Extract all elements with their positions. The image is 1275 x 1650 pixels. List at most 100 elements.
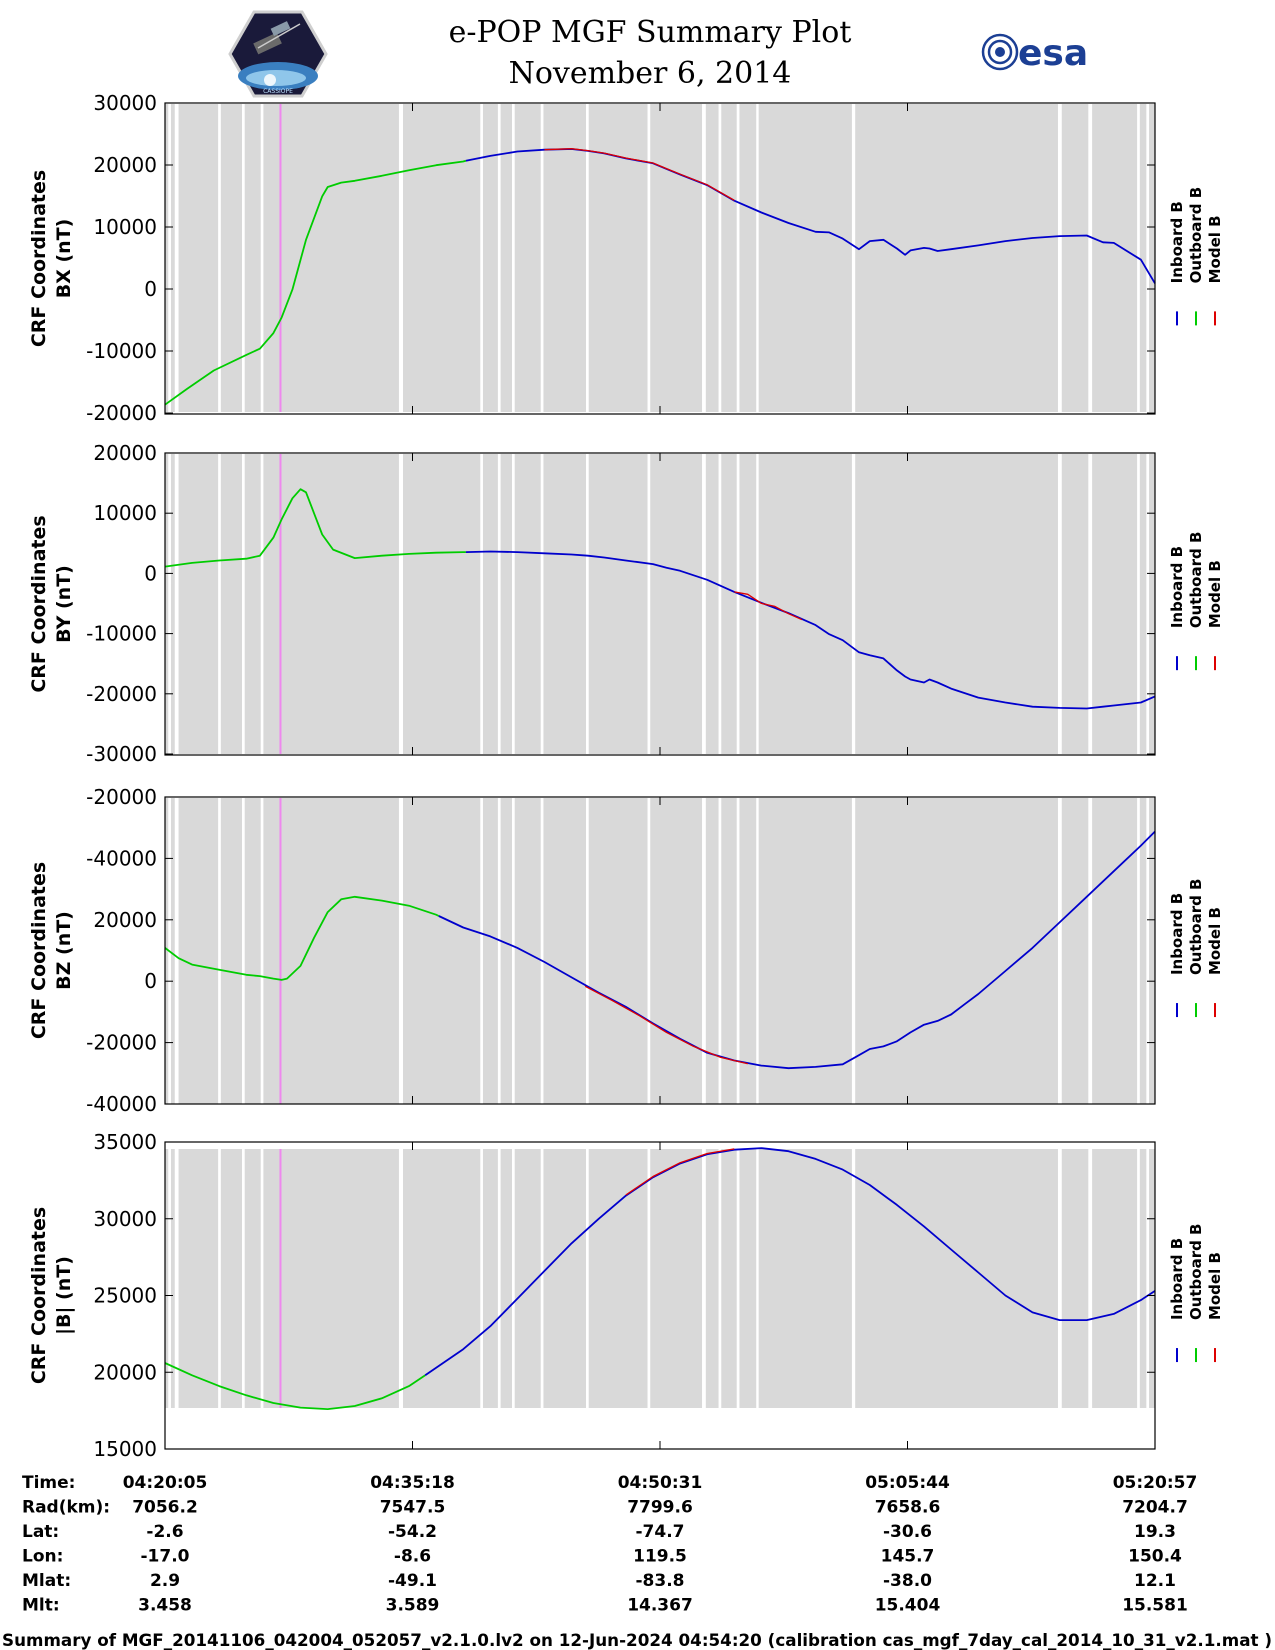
info-cell: 19.3 bbox=[1134, 1522, 1176, 1542]
info-table: Time: Rad(km): Lat: Lon: Mlat: Mlt: 04:20:05 70… bbox=[22, 1473, 1197, 1616]
info-cell: 2.9 bbox=[150, 1571, 180, 1591]
legend-label-inboard: Inboard B bbox=[1168, 1238, 1186, 1320]
data-gap-band bbox=[398, 1149, 404, 1408]
data-gap-band bbox=[1146, 798, 1150, 1104]
data-gap-band bbox=[497, 454, 501, 754]
y-tick-label: 25000 bbox=[93, 1284, 157, 1308]
panel-3: -20000 -40000 20000 0 -20000 -40000 CRF Coordi… bbox=[28, 785, 1224, 1116]
data-gap-band bbox=[702, 798, 706, 1104]
legend-label-outboard: Outboard B bbox=[1187, 1223, 1205, 1320]
plot-date: November 6, 2014 bbox=[509, 56, 792, 91]
y-axis-label-line1: CRF Coordinates bbox=[28, 515, 50, 692]
data-gap-band bbox=[540, 104, 544, 412]
data-gap-band bbox=[851, 798, 856, 1104]
data-gap-band bbox=[174, 454, 179, 754]
y-tick-label: 0 bbox=[144, 969, 157, 993]
series-line-outboard bbox=[164, 488, 466, 568]
data-gap-band bbox=[398, 104, 404, 412]
data-gap-band bbox=[540, 454, 544, 754]
panel-2: 20000 10000 0 -10000 -20000 -30000 CRF Coordin… bbox=[28, 441, 1224, 766]
data-gap-band bbox=[398, 798, 404, 1104]
series-line-model bbox=[734, 591, 803, 621]
legend-label-outboard: Outboard B bbox=[1187, 187, 1205, 284]
info-row-label: Mlat: bbox=[22, 1571, 71, 1591]
y-tick-label: -40000 bbox=[86, 1092, 157, 1116]
data-gap-band bbox=[497, 798, 501, 1104]
info-cell: 119.5 bbox=[633, 1547, 687, 1567]
plot-title: e-POP MGF Summary Plot bbox=[449, 15, 852, 50]
data-gap-band bbox=[497, 1149, 501, 1408]
data-gap-band bbox=[585, 104, 589, 412]
data-gap-band bbox=[702, 1149, 706, 1408]
panel-1: 30000 20000 10000 0 -10000 -20000 CRF Coordina… bbox=[28, 91, 1224, 425]
info-cell: -38.0 bbox=[883, 1571, 932, 1591]
y-tick-label: 20000 bbox=[93, 441, 157, 465]
y-tick-label: 15000 bbox=[93, 1437, 157, 1461]
data-gap-band bbox=[647, 1149, 651, 1408]
data-gap-band bbox=[647, 798, 651, 1104]
series-line-inboard bbox=[465, 550, 1156, 710]
data-gap-band bbox=[851, 1149, 856, 1408]
info-cell: 145.7 bbox=[881, 1547, 935, 1567]
data-gap-band bbox=[174, 104, 179, 412]
data-gap-band bbox=[1146, 1149, 1150, 1408]
y-tick-label: -40000 bbox=[86, 846, 157, 870]
y-tick-label: -20000 bbox=[86, 401, 157, 425]
info-cell: 3.458 bbox=[138, 1596, 192, 1616]
coverage-shading bbox=[165, 1149, 1155, 1408]
info-cell: -17.0 bbox=[141, 1547, 190, 1567]
series-line-inboard bbox=[424, 1147, 1156, 1377]
cassiope-logo-text: CASSIOPE bbox=[263, 88, 293, 95]
esa-logo: esa bbox=[981, 33, 1088, 74]
legend-label-outboard: Outboard B bbox=[1187, 878, 1205, 975]
info-cell: -8.6 bbox=[394, 1547, 431, 1567]
data-gap-band bbox=[718, 454, 722, 754]
data-gap-band bbox=[851, 454, 856, 754]
data-gap-band bbox=[851, 104, 856, 412]
info-cell: 150.4 bbox=[1128, 1547, 1182, 1567]
info-cell: -83.8 bbox=[636, 1571, 685, 1591]
coverage-shading bbox=[165, 798, 1155, 1104]
y-axis-label-line1: CRF Coordinates bbox=[28, 862, 50, 1039]
coverage-shading bbox=[165, 104, 1155, 412]
info-cell: 7799.6 bbox=[627, 1498, 693, 1518]
info-cell: 12.1 bbox=[1134, 1571, 1176, 1591]
info-cell: -54.2 bbox=[388, 1522, 437, 1542]
data-gap-band bbox=[218, 1149, 221, 1408]
legend-label-inboard: Inboard B bbox=[1168, 201, 1186, 283]
data-gap-band bbox=[647, 104, 651, 412]
y-tick-label: 20000 bbox=[93, 908, 157, 932]
esa-logo-text: esa bbox=[1018, 33, 1088, 74]
data-gap-band bbox=[718, 1149, 722, 1408]
data-gap-band bbox=[1057, 798, 1062, 1104]
data-gap-band bbox=[260, 1149, 264, 1408]
data-gap-band bbox=[736, 1149, 740, 1408]
legend: Inboard B Outboard B Model B bbox=[1168, 878, 1224, 1018]
data-gap-band bbox=[218, 798, 221, 1104]
data-gap-band bbox=[718, 798, 722, 1104]
data-gap-band bbox=[480, 454, 483, 754]
data-gap-band bbox=[398, 454, 404, 754]
series-line-outboard bbox=[164, 895, 440, 981]
info-cell: -2.6 bbox=[146, 1522, 183, 1542]
info-row-label: Time: bbox=[22, 1473, 75, 1493]
panels: 30000 20000 10000 0 -10000 -20000 CRF Coordina… bbox=[28, 91, 1224, 1461]
data-gap-band bbox=[480, 1149, 483, 1408]
data-gap-band bbox=[497, 104, 501, 412]
data-gap-band bbox=[756, 798, 759, 1104]
data-gap-band bbox=[241, 454, 245, 754]
data-gap-band bbox=[241, 798, 245, 1104]
data-gap-band bbox=[174, 798, 179, 1104]
x-tick-label-time: 05:05:44 bbox=[865, 1473, 950, 1493]
y-tick-label: -20000 bbox=[86, 682, 157, 706]
data-gap-band bbox=[168, 454, 171, 754]
header: CASSIOPE e-POP MGF Summary Plot November… bbox=[228, 10, 1088, 98]
info-cell: 7204.7 bbox=[1122, 1498, 1188, 1518]
y-axis-label-line1: CRF Coordinates bbox=[28, 1207, 50, 1384]
data-gap-band bbox=[1088, 104, 1093, 412]
y-axis-label-line2: BZ (nT) bbox=[53, 911, 75, 990]
data-gap-band bbox=[1057, 454, 1062, 754]
y-tick-label: 10000 bbox=[93, 215, 157, 239]
data-gap-band bbox=[218, 454, 221, 754]
